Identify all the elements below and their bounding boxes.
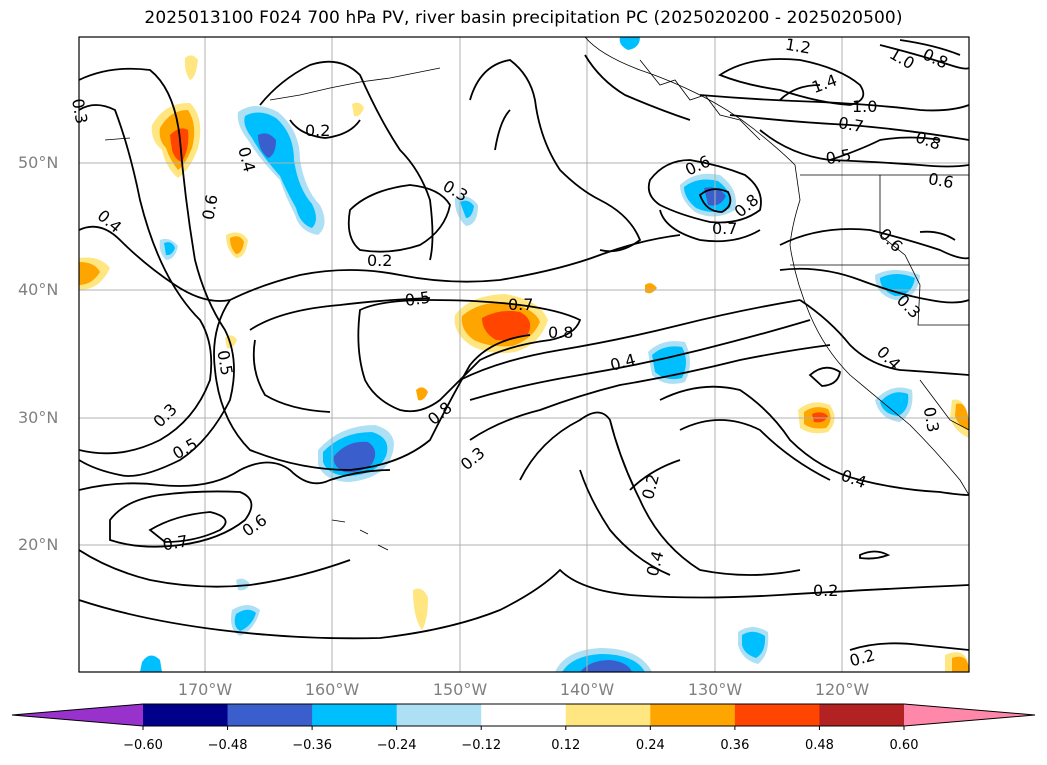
- colorbar-tick-label: 0.24: [635, 738, 665, 753]
- colorbar-tick-label: −0.24: [376, 738, 417, 753]
- colorbar-extension-low: [12, 704, 143, 726]
- precip-positive-area: [352, 102, 364, 117]
- contour-label: 0.2: [305, 121, 330, 140]
- lon-label-150w: 150°W: [432, 680, 488, 699]
- precip-negative-area: [140, 655, 162, 672]
- contour-label: 0.4: [94, 206, 126, 237]
- contour-label: 0.3: [68, 97, 91, 125]
- contour-label: 0.3: [149, 400, 180, 431]
- contour-label: 0.6: [927, 169, 955, 192]
- precip-positive-area: [79, 262, 100, 285]
- colorbar-tick-label: −0.36: [292, 738, 333, 753]
- contour-label: 0.8: [913, 127, 943, 154]
- colorbar-tick-label: 0.36: [720, 738, 750, 753]
- precip-negative-area: [580, 660, 632, 672]
- precip-positive-area: [645, 283, 657, 294]
- precip-positive-area: [230, 236, 244, 254]
- colorbar-segment: [396, 704, 482, 726]
- precip-negative-area: [236, 578, 250, 591]
- precip-positive-area: [170, 128, 189, 162]
- map-frame: [78, 36, 970, 673]
- precip-shading: [79, 37, 969, 672]
- colorbar-segment: [734, 704, 820, 726]
- lon-label-120w: 120°W: [814, 680, 870, 699]
- colorbar-tick-label: −0.48: [207, 738, 248, 753]
- contour-label: 0.7: [161, 531, 189, 554]
- colorbar-segment: [819, 704, 905, 726]
- colorbar-tick-label: 0.48: [804, 738, 834, 753]
- contour-label: 0.5: [824, 145, 852, 168]
- contour-label: 0.8: [920, 45, 951, 73]
- precip-negative-area: [460, 200, 474, 218]
- lon-label-160w: 160°W: [304, 680, 360, 699]
- precip-negative-area: [164, 242, 175, 256]
- colorbar-segment: [481, 704, 567, 726]
- precip-negative-area: [333, 441, 376, 473]
- contour-label: 0.5: [169, 434, 201, 463]
- colorbar-tick-label: 0.12: [551, 738, 581, 753]
- contour-label: 0.4: [839, 466, 869, 493]
- precip-negative-area: [234, 609, 256, 631]
- contour-label: 0.6: [199, 193, 222, 221]
- contour-label: 0.4: [643, 549, 668, 579]
- colorbar-tick-label: 0.60: [889, 738, 919, 753]
- colorbar-extension-high: [904, 704, 1035, 726]
- lon-label-130w: 130°W: [687, 680, 743, 699]
- contour-label: 0.7: [508, 295, 533, 314]
- contour-label: 0.4: [608, 350, 638, 375]
- colorbar-segment: [143, 704, 229, 726]
- colorbar-tick-label: −0.12: [461, 738, 502, 753]
- precip-positive-area: [413, 588, 428, 630]
- contour-label: 0.3: [920, 405, 943, 433]
- contour-label: 0.3: [457, 443, 489, 474]
- lat-label-50n: 50°N: [18, 153, 59, 172]
- lat-label-30n: 30°N: [18, 408, 59, 427]
- lat-label-20n: 20°N: [18, 535, 59, 554]
- contour-label: 0.2: [638, 472, 663, 502]
- precip-positive-area: [184, 55, 198, 80]
- precip-positive-area: [955, 403, 969, 430]
- precip-positive-area: [416, 387, 428, 401]
- colorbar-segment: [650, 704, 736, 726]
- coastlines: [104, 37, 969, 551]
- precip-negative-area: [258, 133, 276, 158]
- contour-label: 1.2: [784, 35, 812, 58]
- contour-label: 1.4: [809, 70, 839, 97]
- contour-label: 1.0: [852, 97, 877, 116]
- contour-label: 0.7: [712, 219, 737, 238]
- precip-negative-area: [742, 631, 766, 658]
- precip-positive-area: [952, 656, 969, 672]
- colorbar-segment: [565, 704, 651, 726]
- precip-positive-area: [812, 412, 828, 423]
- map-title: 2025013100 F024 700 hPa PV, river basin …: [144, 8, 903, 28]
- lon-label-140w: 140°W: [559, 680, 615, 699]
- contour-label: 0.4: [873, 342, 904, 373]
- precip-positive-area: [482, 310, 531, 341]
- contour-label: 0.8: [548, 323, 573, 342]
- colorbar-segment: [227, 704, 313, 726]
- contour-label: 0.2: [367, 251, 392, 270]
- lat-label-40n: 40°N: [18, 280, 59, 299]
- colorbar-tick-label: −0.60: [123, 738, 163, 753]
- contour-label: 0.8: [424, 398, 456, 429]
- graticule: [79, 37, 969, 672]
- contour-label: 0.7: [837, 113, 865, 136]
- contour-label: 0.8: [731, 190, 763, 221]
- colorbar-segment: [312, 704, 398, 726]
- contour-label: 0.5: [404, 288, 432, 310]
- contour-label: 0.2: [813, 581, 838, 600]
- precip-negative-area: [880, 392, 909, 416]
- lon-label-170w: 170°W: [177, 680, 233, 699]
- contour-label: 0.6: [239, 510, 271, 540]
- pv-contours: [79, 39, 969, 651]
- precip-negative-area: [619, 37, 640, 50]
- colorbar: [11, 703, 1036, 730]
- contour-label: 0.5: [213, 349, 236, 377]
